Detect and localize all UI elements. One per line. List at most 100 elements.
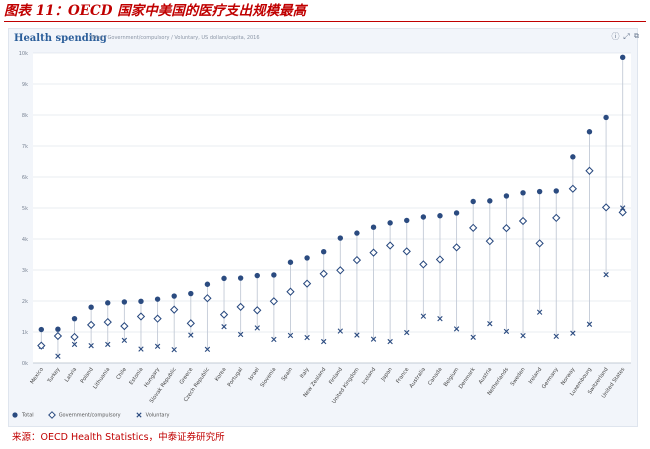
government-point [120,321,129,331]
x-tick-label: Estonia [129,367,145,386]
legend-item-circle[interactable]: Total [11,411,34,419]
x-tick-label: Belgium [443,367,460,388]
x-tick-label: Poland [80,367,95,385]
voluntary-point [420,313,427,319]
legend-label: Total [22,412,34,419]
x-tick-label: Australia [409,367,427,390]
government-point [568,184,578,193]
voluntary-point [71,341,78,348]
voluntary-point [354,332,360,338]
voluntary-point [453,326,460,332]
share-icon[interactable]: ⧉ [634,32,639,40]
x-tick-label: Ireland [528,367,543,385]
government-point [136,312,146,321]
voluntary-point [603,271,609,278]
y-tick-label: 6k [22,175,28,181]
voluntary-point [520,333,526,339]
total-point [354,230,360,236]
legend-marker-circle [12,412,18,418]
x-stroke [71,341,78,348]
voluntary-point [188,332,194,338]
voluntary-point [437,315,443,322]
x-stroke [404,329,410,336]
total-point [55,326,61,332]
expand-icon[interactable]: ⤢ [623,32,630,41]
voluntary-point [503,328,510,335]
government-point [502,224,511,233]
government-point [618,208,627,217]
legend-marker-x [136,412,142,418]
legend-circle [12,412,18,418]
x-stroke [287,332,294,339]
x-stroke [254,325,260,331]
chart-title: Health spending [14,33,107,44]
y-tick-label: 8k [22,113,28,119]
x-tick-label: Norway [560,367,576,387]
government-point [286,287,295,296]
y-tick-label: 4k [22,237,28,243]
x-tick-label: Canada [427,367,443,387]
y-tick-label: 5k [22,206,28,212]
chart-subtitle: Total / Government/compulsory / Voluntar… [91,35,260,41]
voluntary-point [553,333,559,340]
voluntary-point [105,341,111,348]
y-tick-label: 0k [22,361,28,367]
total-point [420,214,427,220]
x-stroke [204,346,211,353]
government-point [236,302,245,312]
total-point [520,190,526,196]
x-stroke [553,333,559,340]
legend-diamond [47,411,56,419]
government-point [352,255,362,265]
y-tick-label: 7k [22,144,28,150]
x-tick-label: Hungary [143,367,161,389]
x-stroke [470,334,476,340]
x-stroke [321,338,327,345]
total-point [320,249,327,255]
x-tick-label: Korea [214,367,228,383]
government-point [219,310,229,319]
government-point [518,216,528,226]
x-stroke [420,313,427,319]
x-stroke [586,321,593,327]
government-point [70,332,79,342]
government-point [535,239,544,248]
x-stroke [354,332,360,338]
y-tick-label: 10k [19,51,28,57]
government-point [103,317,112,327]
x-stroke [237,331,244,338]
x-stroke [138,346,144,352]
source-note: 来源：OECD Health Statistics，中泰证券研究所 [12,432,225,443]
total-point [171,293,177,299]
x-tick-label: Austria [478,367,494,386]
government-point [485,237,494,246]
total-point [38,326,45,333]
x-tick-label: Iceland [361,367,377,386]
government-point [253,306,262,315]
x-stroke [503,328,510,335]
government-point [469,223,478,232]
legend-x-stroke [136,412,142,418]
figure-title: 图表 11：OECD 国家中美国的医疗支出规模最高 [4,2,646,22]
x-stroke [188,332,194,338]
x-tick-label: Chile [115,367,128,381]
x-tick-label: Greece [179,367,195,386]
total-point [619,54,626,61]
total-point [188,290,194,297]
total-point [536,188,543,195]
total-point [287,259,294,265]
government-point [302,279,312,288]
y-tick-label: 2k [22,299,28,305]
legend-item-x[interactable]: Voluntary [135,411,170,419]
total-point [237,275,244,281]
x-tick-label: Mexico [29,367,45,386]
legend-item-diamond[interactable]: Government/compulsory [47,411,121,419]
voluntary-point [387,338,393,345]
total-point [121,299,128,305]
government-point [86,320,96,330]
x-stroke [337,328,343,334]
info-icon[interactable]: ⓘ [611,32,620,41]
x-stroke [154,343,161,349]
x-tick-label: Germany [541,367,560,390]
government-point [53,331,63,341]
